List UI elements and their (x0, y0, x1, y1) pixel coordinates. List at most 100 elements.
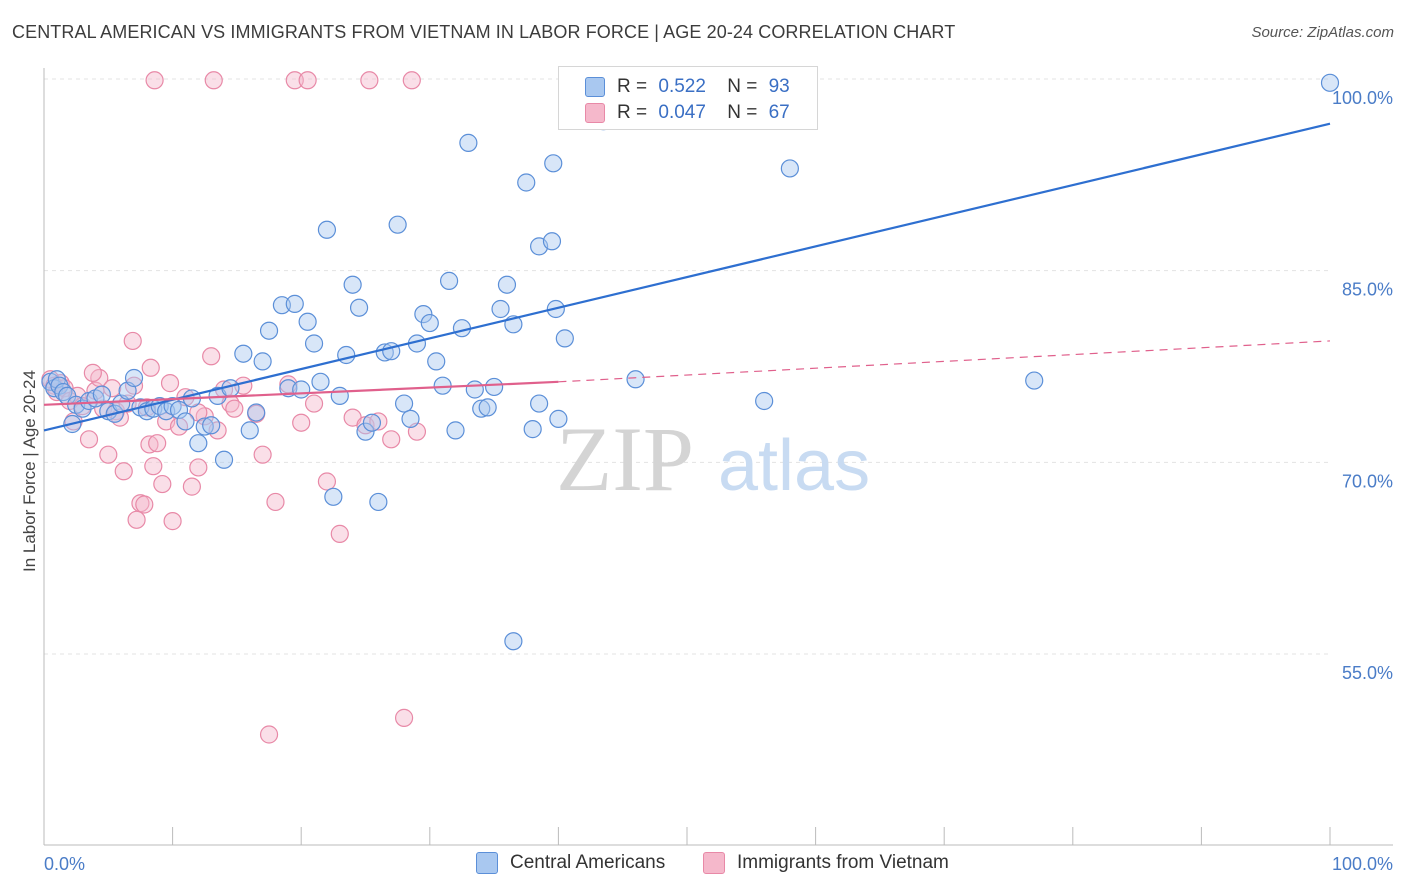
point-vietnam (266, 492, 285, 512)
point-vietnam (317, 472, 337, 491)
legend-swatch-pink (585, 103, 605, 123)
trend-line-vietnam-extension (558, 340, 1331, 383)
legend-series: Central Americans Immigrants from Vietna… (0, 852, 1406, 878)
point-central-americans (343, 275, 362, 294)
legend-item-central-americans: Central Americans (476, 852, 665, 874)
point-central-americans (427, 352, 446, 371)
tick-labels: 100.0% 85.0% 70.0% 55.0% 0.0% 100.0% (44, 88, 1393, 874)
point-central-americans (369, 492, 388, 512)
legend-r-value-blue: 0.522 (658, 76, 706, 97)
point-vietnam (202, 347, 221, 366)
point-central-americans (626, 370, 645, 389)
point-central-americans (523, 420, 542, 439)
point-vietnam (153, 474, 172, 494)
point-vietnam (140, 435, 159, 454)
point-central-americans (304, 334, 324, 353)
point-vietnam (292, 413, 311, 432)
point-central-americans (755, 391, 774, 411)
point-central-americans (259, 321, 279, 340)
trend-lines (43, 122, 1331, 432)
point-vietnam (225, 399, 244, 418)
point-central-americans (491, 299, 510, 319)
legend-swatch-blue (585, 77, 605, 97)
grid-lines (44, 78, 1330, 655)
point-vietnam (123, 331, 142, 351)
point-central-americans (92, 385, 111, 404)
point-vietnam (402, 71, 421, 90)
point-central-americans (465, 380, 484, 399)
trend-line-vietnam (43, 380, 559, 406)
point-central-americans (542, 232, 562, 251)
chart-title: CENTRAL AMERICAN VS IMMIGRANTS FROM VIET… (12, 22, 956, 42)
legend-swatch-blue (476, 852, 498, 874)
point-vietnam (148, 434, 167, 453)
point-central-americans (189, 434, 208, 453)
point-central-americans (195, 417, 214, 436)
point-central-americans (349, 298, 369, 317)
point-vietnam (99, 445, 118, 464)
point-vietnam (304, 394, 324, 413)
point-central-americans (247, 403, 266, 422)
y-axis-label: In Labor Force | Age 20-24 (20, 370, 39, 572)
point-central-americans (292, 380, 311, 399)
point-central-americans (414, 305, 433, 324)
legend-n-value-blue: 93 (768, 76, 790, 97)
point-vietnam (145, 71, 164, 90)
legend-r-label: R = (617, 76, 648, 97)
point-central-americans (234, 344, 253, 363)
legend-item-vietnam: Immigrants from Vietnam (703, 852, 949, 874)
point-vietnam (103, 379, 122, 398)
point-central-americans (285, 294, 304, 313)
point-vietnam (79, 430, 99, 449)
point-central-americans (202, 416, 221, 435)
source-note: Source: ZipAtlas.com (1251, 24, 1394, 41)
point-vietnam (141, 358, 160, 377)
point-central-americans (279, 379, 298, 398)
legend-label-vietnam: Immigrants from Vietnam (737, 852, 949, 873)
point-central-americans (362, 413, 382, 432)
legend-n-label: N = (727, 102, 758, 123)
point-vietnam (114, 462, 133, 481)
point-vietnam (204, 71, 223, 90)
point-central-americans (337, 345, 356, 365)
legend-swatch-pink (703, 852, 725, 874)
point-vietnam (369, 412, 388, 431)
point-central-americans (780, 159, 799, 178)
y-tick-label: 70.0% (1342, 471, 1393, 491)
watermark: ZIP atlas (556, 408, 870, 510)
point-vietnam (330, 524, 349, 543)
point-vietnam (182, 477, 201, 496)
point-vietnam (285, 71, 304, 90)
point-central-americans (478, 398, 497, 417)
point-central-americans (356, 422, 375, 441)
y-tick-label: 100.0% (1332, 88, 1393, 108)
legend-label-central-americans: Central Americans (510, 852, 666, 873)
point-vietnam (127, 510, 146, 529)
point-vietnam (298, 71, 317, 90)
legend-stats: R = 0.522 N = 93 R = 0.047 N = 67 (558, 66, 818, 130)
point-central-americans (176, 412, 195, 431)
legend-n-label: N = (727, 76, 758, 97)
point-central-americans (504, 632, 523, 651)
legend-r-value-pink: 0.047 (658, 102, 706, 123)
point-vietnam (163, 512, 182, 531)
axes (43, 68, 1393, 846)
legend-n-value-pink: 67 (768, 102, 790, 123)
y-tick-label: 85.0% (1342, 280, 1393, 300)
watermark-zip: ZIP (556, 408, 694, 510)
point-vietnam (144, 457, 163, 476)
point-central-americans (330, 386, 349, 405)
point-central-americans (544, 154, 563, 173)
point-vietnam (360, 71, 379, 90)
point-central-americans (439, 271, 459, 290)
point-central-americans (1025, 371, 1044, 390)
point-vietnam (160, 374, 180, 393)
point-central-americans (272, 296, 292, 315)
point-central-americans (530, 394, 549, 413)
x-tick-label: 100.0% (1332, 854, 1393, 874)
point-central-americans (317, 220, 337, 239)
point-central-americans (555, 329, 574, 348)
point-central-americans (298, 312, 317, 331)
point-central-americans (1320, 73, 1340, 92)
